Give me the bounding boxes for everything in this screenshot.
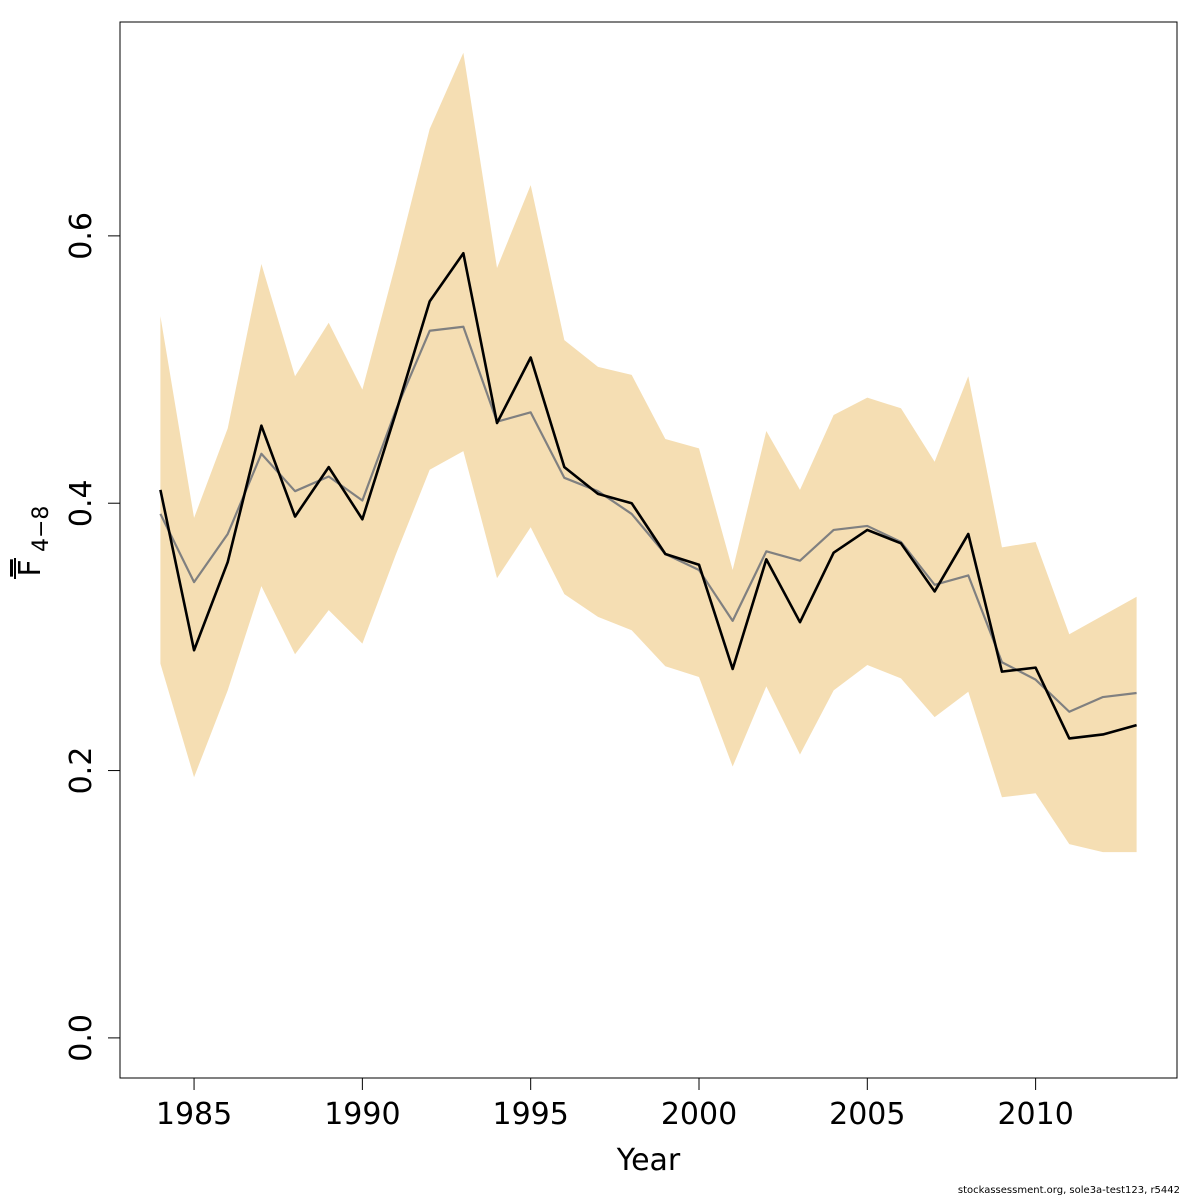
y-axis-title-subscript: 4−8: [29, 506, 54, 552]
x-tick-label: 1985: [156, 1097, 232, 1132]
x-tick-label: 2005: [829, 1097, 905, 1132]
series-lines: [159, 251, 1137, 740]
y-axis-title: F 4−8: [13, 506, 54, 579]
confidence-band-area: [160, 52, 1137, 853]
footer-note: stockassessment.org, sole3a-test123, r54…: [957, 1185, 1180, 1196]
series-comparison-line: [159, 325, 1137, 713]
x-axis-title: Year: [616, 1143, 681, 1178]
series-estimate-line: [159, 251, 1137, 740]
y-tick-label: 0.0: [64, 1014, 99, 1062]
x-axis: 1985 1990 1995 2000 2005 2010: [156, 1077, 1074, 1132]
y-tick-label: 0.4: [64, 479, 99, 527]
y-axis: 0.0 0.2 0.4 0.6: [64, 212, 121, 1062]
y-tick-label: 0.2: [64, 747, 99, 795]
x-tick-label: 1995: [493, 1097, 569, 1132]
y-axis-title-main: F: [13, 559, 48, 576]
confidence-band: [160, 52, 1137, 853]
y-tick-label: 0.6: [64, 212, 99, 260]
x-tick-label: 2010: [997, 1097, 1073, 1132]
x-tick-label: 2000: [661, 1097, 737, 1132]
x-tick-label: 1990: [324, 1097, 400, 1132]
